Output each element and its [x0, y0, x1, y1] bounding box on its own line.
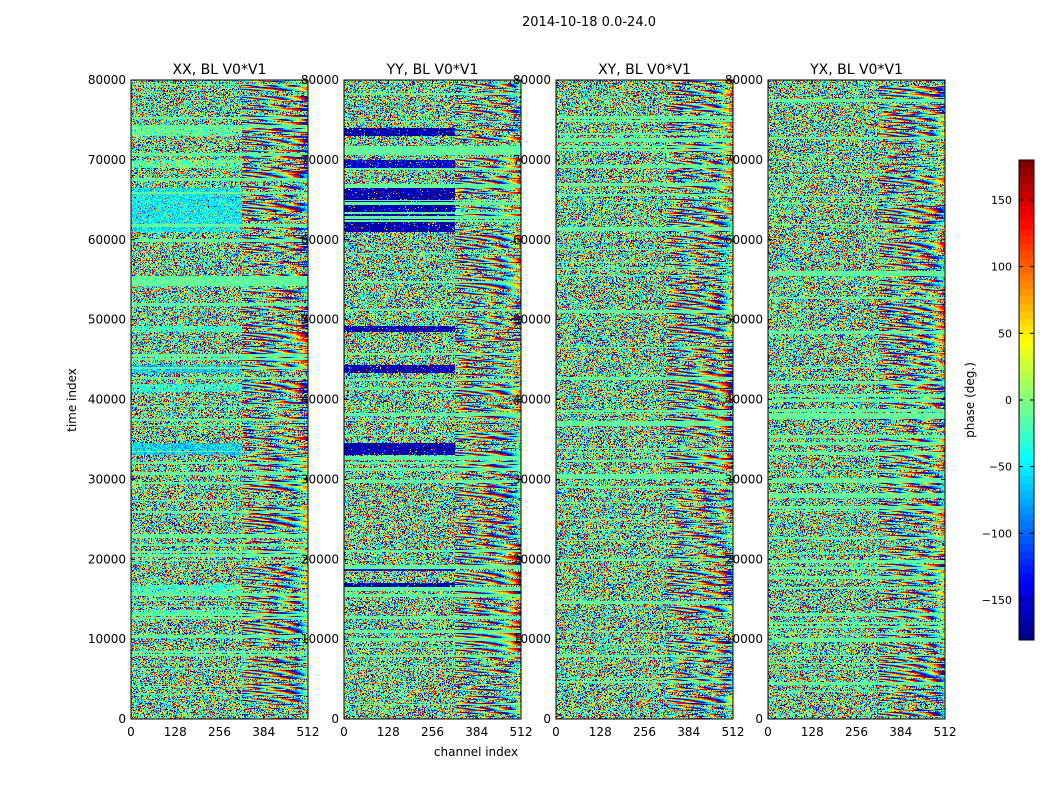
x-tick-label: 384 [252, 725, 275, 739]
y-tick-label: 80000 [88, 73, 126, 87]
y-tick-label: 40000 [88, 393, 126, 407]
y-tick-label: 10000 [513, 632, 551, 646]
y-tick-label: 60000 [301, 233, 339, 247]
colorbar-tick-label: 150 [991, 194, 1012, 207]
colorbar-tick-label: 50 [998, 327, 1012, 340]
panel-frame [343, 79, 522, 720]
x-tick-label: 256 [208, 725, 231, 739]
x-axis-label: channel index [434, 745, 518, 759]
y-tick-label: 40000 [301, 393, 339, 407]
y-tick-label: 10000 [725, 632, 763, 646]
x-tick-label: 256 [633, 725, 656, 739]
x-tick-label: 384 [889, 725, 912, 739]
y-tick-label: 20000 [301, 552, 339, 566]
panel-title: XY, BL V0*V1 [598, 62, 691, 78]
colorbar-label: phase (deg.) [963, 362, 977, 438]
x-tick-label: 384 [677, 725, 700, 739]
colorbar-tick-label: 100 [991, 261, 1012, 274]
y-tick-label: 0 [331, 712, 339, 726]
x-tick-label: 128 [589, 725, 612, 739]
x-tick-label: 256 [421, 725, 444, 739]
colorbar-tick-label: −50 [989, 461, 1012, 474]
colorbar-tick-label: −100 [982, 527, 1012, 540]
x-tick-label: 0 [764, 725, 772, 739]
panel-frame [130, 79, 309, 720]
y-tick-label: 70000 [513, 153, 551, 167]
y-tick-label: 30000 [88, 472, 126, 486]
y-tick-label: 30000 [301, 472, 339, 486]
y-tick-label: 0 [118, 712, 126, 726]
x-tick-label: 0 [552, 725, 560, 739]
panel-frame [767, 79, 946, 720]
panel-title: YY, BL V0*V1 [386, 62, 479, 78]
x-tick-label: 512 [510, 725, 533, 739]
x-tick-label: 0 [127, 725, 135, 739]
panel-title: YX, BL V0*V1 [809, 62, 903, 78]
y-tick-label: 10000 [301, 632, 339, 646]
y-tick-label: 70000 [301, 153, 339, 167]
y-tick-label: 80000 [301, 73, 339, 87]
phase-heatmap-yx [768, 80, 945, 719]
y-tick-label: 80000 [725, 73, 763, 87]
y-tick-label: 30000 [725, 472, 763, 486]
y-tick-label: 70000 [88, 153, 126, 167]
y-tick-label: 50000 [88, 313, 126, 327]
y-tick-label: 20000 [513, 552, 551, 566]
x-tick-label: 128 [801, 725, 824, 739]
figure-title: 2014-10-18 0.0-24.0 [522, 15, 656, 30]
y-tick-label: 50000 [513, 313, 551, 327]
y-tick-label: 20000 [88, 552, 126, 566]
colorbar-tick-label: −150 [982, 594, 1012, 607]
x-tick-label: 384 [465, 725, 488, 739]
x-tick-label: 512 [934, 725, 957, 739]
x-tick-label: 512 [297, 725, 320, 739]
y-tick-label: 40000 [725, 393, 763, 407]
x-tick-label: 0 [340, 725, 348, 739]
y-tick-label: 60000 [513, 233, 551, 247]
y-tick-label: 40000 [513, 393, 551, 407]
y-tick-label: 20000 [725, 552, 763, 566]
y-tick-label: 70000 [725, 153, 763, 167]
panel-title: XX, BL V0*V1 [173, 62, 267, 78]
y-axis-label: time index [65, 368, 79, 432]
y-tick-label: 0 [543, 712, 551, 726]
y-tick-label: 10000 [88, 632, 126, 646]
y-tick-label: 80000 [513, 73, 551, 87]
phase-heatmap-xx [131, 80, 308, 719]
colorbar-tick-label: 0 [1005, 394, 1012, 407]
y-tick-label: 60000 [88, 233, 126, 247]
y-tick-label: 50000 [725, 313, 763, 327]
y-tick-label: 30000 [513, 472, 551, 486]
panel-frame [555, 79, 734, 720]
colorbar-gradient [1019, 160, 1034, 640]
y-tick-label: 60000 [725, 233, 763, 247]
phase-heatmap-yy [344, 80, 521, 719]
x-tick-label: 512 [722, 725, 745, 739]
phase-heatmap-xy [556, 80, 733, 719]
x-tick-label: 128 [164, 725, 187, 739]
x-tick-label: 128 [377, 725, 400, 739]
y-tick-label: 0 [755, 712, 763, 726]
x-tick-label: 256 [845, 725, 868, 739]
y-tick-label: 50000 [301, 313, 339, 327]
